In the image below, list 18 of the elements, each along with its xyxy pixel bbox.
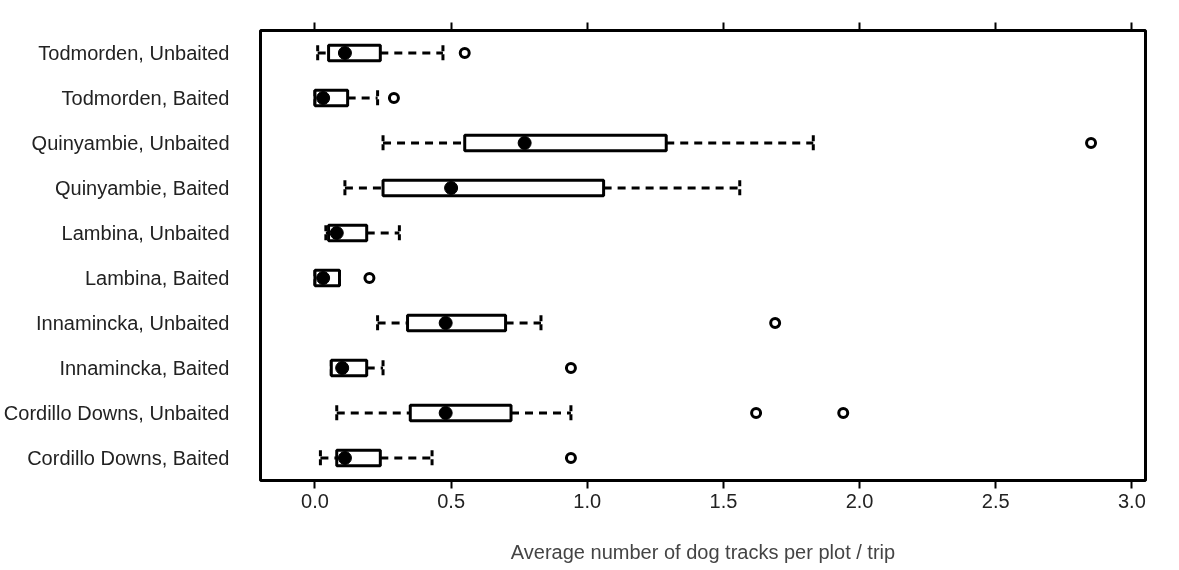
y-tick-label: Innamincka, Unbaited (36, 312, 230, 334)
x-tick-label: 1.5 (709, 489, 738, 512)
y-tick-label: Cordillo Downs, Baited (27, 447, 230, 469)
y-tick-label: Todmorden, Baited (61, 87, 230, 109)
x-tick-label: 0.0 (301, 489, 329, 512)
y-tick-label: Quinyambie, Unbaited (31, 132, 230, 154)
x-tick-label: 0.5 (437, 489, 466, 512)
y-tick-label: Innamincka, Baited (59, 357, 230, 379)
x-tick-label: 1.0 (573, 489, 602, 512)
x-tick-label: 3.0 (1117, 489, 1146, 512)
x-tick-label: 2.0 (845, 489, 874, 512)
x-tick-label: 2.5 (981, 489, 1010, 512)
x-axis-title: Average number of dog tracks per plot / trip (510, 540, 896, 563)
y-tick-label: Lambina, Unbaited (61, 222, 230, 244)
y-tick-label: Todmorden, Unbaited (38, 42, 230, 64)
y-tick-label: Quinyambie, Baited (54, 177, 230, 199)
y-tick-label: Cordillo Downs, Unbaited (3, 402, 230, 424)
y-tick-label: Lambina, Baited (84, 267, 230, 289)
